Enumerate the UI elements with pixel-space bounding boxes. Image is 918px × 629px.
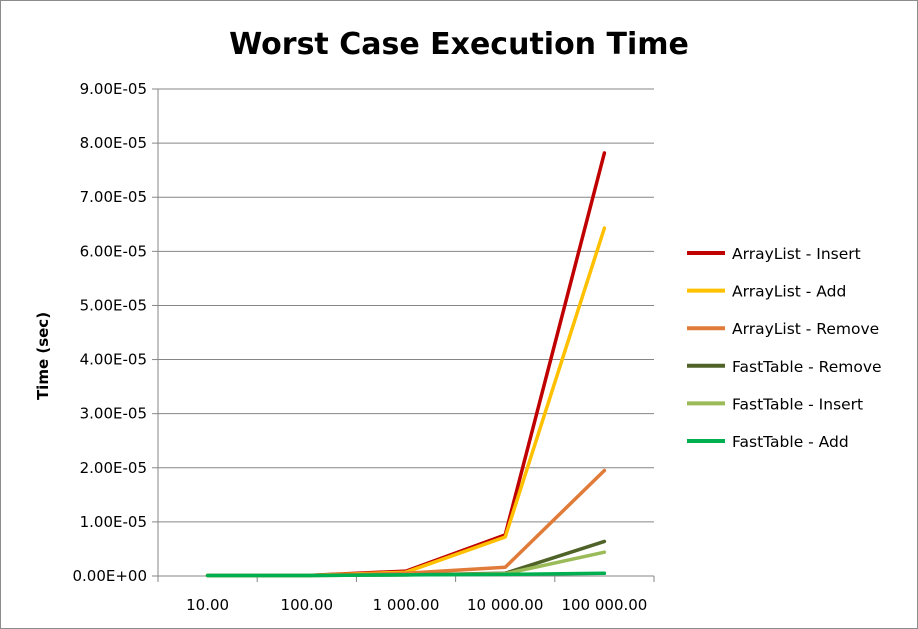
y-tick-label: 2.00E-05 (80, 459, 147, 477)
x-tick-label: 100 000.00 (561, 596, 647, 614)
legend-entry: FastTable - Remove (732, 358, 882, 376)
y-axis-label: Time (sec) (34, 312, 52, 400)
y-tick-label: 8.00E-05 (80, 134, 147, 152)
y-tick-label: 3.00E-05 (80, 405, 147, 423)
x-tick-label: 1 000.00 (373, 596, 440, 614)
series-line (205, 151, 607, 578)
y-tick-label: 0.00E+00 (72, 567, 147, 585)
y-tick-label: 5.00E-05 (80, 296, 147, 314)
y-axis-ticks: 0.00E+00 1.00E-05 2.00E-05 3.00E-05 4.00E-05… (72, 80, 158, 585)
legend-entry: ArrayList - Insert (732, 245, 861, 263)
y-tick-label: 7.00E-05 (80, 188, 147, 206)
series-line (205, 226, 607, 578)
y-tick-label: 6.00E-05 (80, 242, 147, 260)
legend-entry: FastTable - Add (732, 433, 849, 451)
legend: ArrayList - Insert ArrayList - Add ArrayLi… (687, 245, 882, 451)
x-tick-label: 10.00 (186, 596, 229, 614)
x-tick-label: 100.00 (281, 596, 334, 614)
legend-entry: ArrayList - Remove (732, 320, 879, 338)
legend-entry: FastTable - Insert (732, 395, 863, 413)
x-axis-ticks: 10.00 100.00 1 000.00 10 000.00 100 000.00 (157, 576, 655, 614)
x-tick-label: 10 000.00 (467, 596, 543, 614)
chart-title: Worst Case Execution Time (229, 27, 689, 62)
legend-entry: ArrayList - Add (732, 283, 846, 301)
axes (157, 89, 654, 577)
y-tick-label: 4.00E-05 (80, 351, 147, 369)
series-lines (205, 151, 607, 578)
series-line (205, 571, 607, 578)
gridlines (158, 88, 654, 523)
y-tick-label: 1.00E-05 (80, 513, 147, 531)
y-tick-label: 9.00E-05 (80, 80, 147, 98)
